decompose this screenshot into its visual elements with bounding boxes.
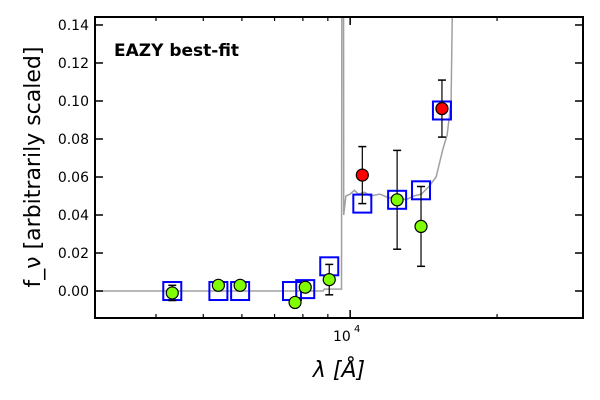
data-point — [414, 219, 428, 234]
y-tick-label: 0.08 — [58, 132, 89, 148]
data-point — [288, 295, 302, 310]
axes-frame — [94, 16, 584, 319]
data-point — [211, 278, 225, 292]
chart-title: EAZY best-fit — [114, 41, 239, 61]
data-point — [233, 278, 247, 292]
y-tick-label: 0.06 — [58, 170, 89, 186]
x-axis-label: λ [Å] — [312, 356, 365, 383]
x-tick-label-base: 10 — [333, 329, 351, 345]
y-tick-label: 0.04 — [58, 208, 89, 224]
plot-area — [95, 17, 454, 310]
y-tick-label: 0.02 — [58, 246, 89, 262]
y-tick-label: 0.10 — [58, 94, 89, 110]
y-tick-label: 0.12 — [58, 56, 89, 72]
data-point — [298, 280, 312, 294]
axes: 0.00 0.02 0.04 0.06 0.08 0.10 0.12 0.14 — [58, 16, 584, 319]
data-point — [435, 101, 449, 116]
data-point — [165, 286, 179, 300]
model-photometry-square — [295, 279, 316, 300]
data-point — [390, 193, 404, 207]
x-tick-label-exp: 4 — [354, 324, 360, 335]
data-point — [322, 273, 336, 287]
y-tick-label: 0.00 — [58, 284, 89, 300]
data-point — [355, 168, 369, 182]
y-axis-label: f_ν [arbitrarily scaled] — [21, 47, 46, 288]
y-tick-label: 0.14 — [58, 18, 89, 34]
